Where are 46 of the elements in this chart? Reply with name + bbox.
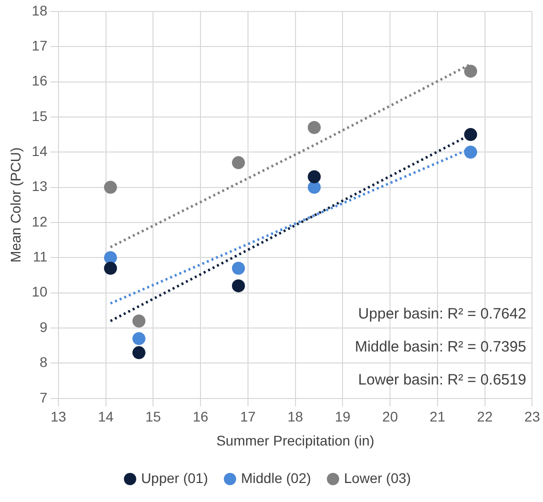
x-tick-label: 13 — [50, 408, 66, 425]
x-tick-label: 19 — [334, 408, 351, 425]
point — [132, 346, 146, 360]
x-tick-label: 20 — [382, 408, 398, 425]
x-tick-label: 15 — [145, 408, 162, 425]
point — [132, 332, 146, 346]
y-tick-label: 7 — [40, 389, 48, 406]
point — [464, 64, 478, 78]
point — [308, 170, 321, 184]
point — [132, 314, 146, 328]
x-tick-label: 16 — [192, 408, 209, 425]
annotation: Upper basin: R² = 0.7642 — [358, 306, 526, 323]
y-tick-label: 10 — [32, 284, 48, 300]
x-tick-label: 21 — [430, 408, 446, 425]
annotation: Lower basin: R² = 0.6519 — [358, 372, 526, 389]
y-tick-label: 16 — [32, 72, 48, 89]
x-tick-label: 17 — [240, 408, 256, 425]
y-tick-label: 13 — [32, 178, 48, 194]
point — [104, 262, 117, 275]
point — [104, 251, 117, 264]
point — [232, 262, 245, 275]
y-tick-label: 15 — [32, 108, 48, 124]
y-tick-label: 14 — [32, 142, 48, 159]
y-tick-label: 18 — [32, 2, 48, 18]
point — [308, 121, 321, 134]
legend-label: Lower (03) — [344, 470, 411, 486]
legend-label: Upper (01) — [141, 470, 208, 486]
y-tick-label: 11 — [32, 248, 48, 265]
point — [232, 279, 245, 292]
point — [464, 128, 478, 142]
y-tick-label: 17 — [32, 37, 48, 54]
y-tick-label: 9 — [40, 318, 48, 335]
x-tick-label: 14 — [98, 408, 114, 425]
x-axis-title: Summer Precipitation (in) — [216, 432, 374, 448]
y-axis-title: Mean Color (PCU) — [7, 147, 24, 262]
x-tick-label: 18 — [288, 408, 304, 425]
x-tick-label: 22 — [477, 408, 493, 425]
point — [232, 156, 245, 170]
annotation: Middle basin: R² = 0.7395 — [354, 338, 526, 356]
y-tick-label: 8 — [40, 354, 48, 370]
point — [308, 180, 321, 194]
y-tick-label: 12 — [32, 213, 48, 230]
point — [464, 146, 478, 159]
x-tick-label: 23 — [524, 408, 540, 425]
point — [104, 180, 117, 194]
legend-label: Middle (02) — [240, 470, 312, 486]
